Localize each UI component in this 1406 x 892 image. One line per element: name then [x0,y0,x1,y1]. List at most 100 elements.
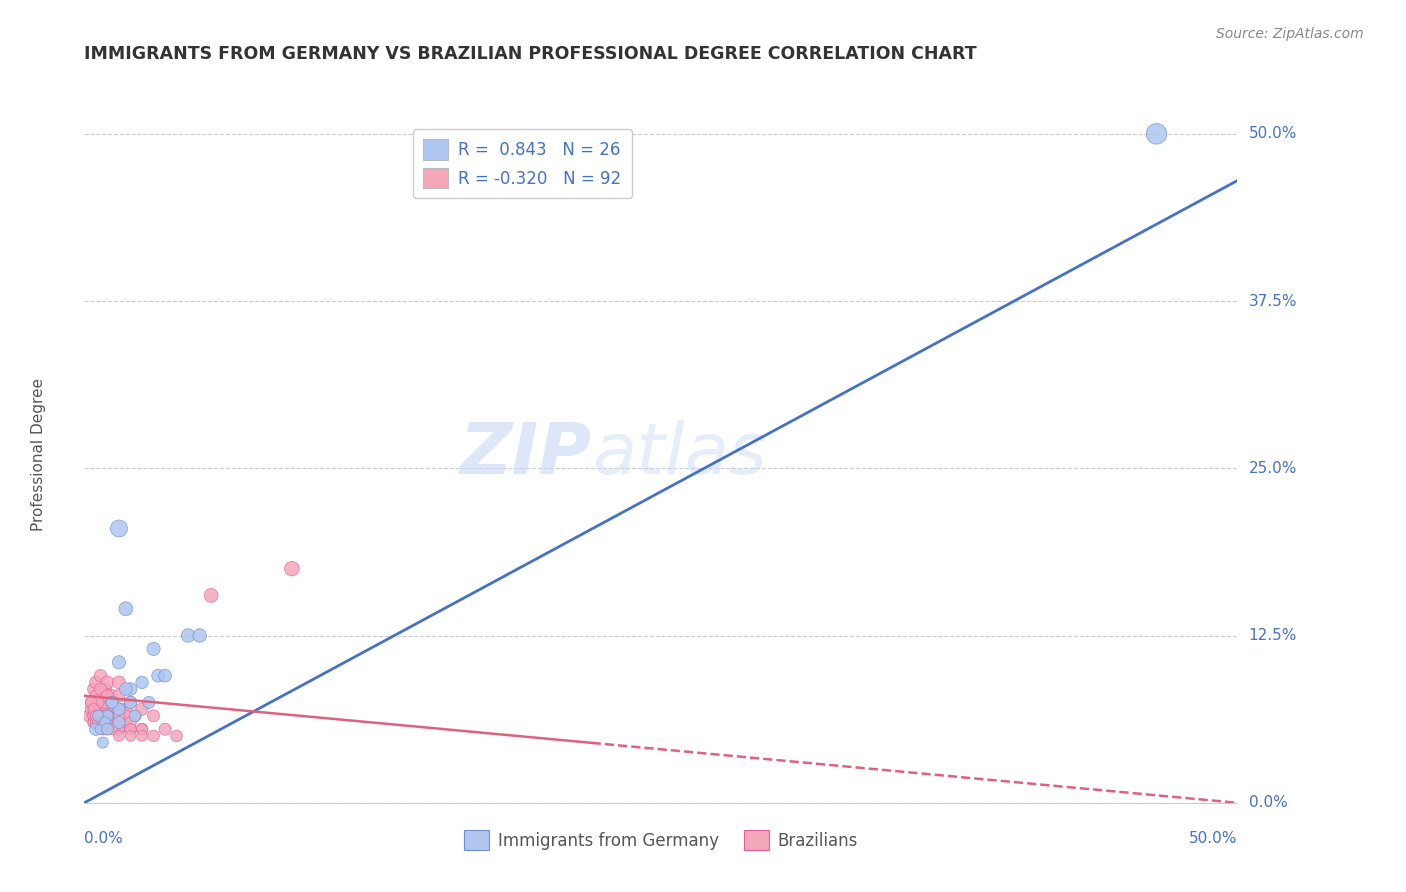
Point [84,675,107,690]
Point [87,708,110,723]
Point [91,715,114,730]
Point [101,696,124,710]
Point [80,696,103,710]
Point [142,642,165,657]
Point [94,708,117,723]
Point [131,729,153,743]
Point [108,708,131,723]
Point [153,723,176,737]
Point [83,702,105,716]
Point [1146,127,1168,141]
Point [96,715,118,730]
Point [101,723,124,737]
Point [91,715,114,730]
Text: 37.5%: 37.5% [1249,293,1298,309]
Point [131,702,153,716]
Point [188,628,211,642]
Point [87,708,110,723]
Point [87,696,110,710]
Point [87,708,110,723]
Point [131,723,153,737]
Point [120,696,142,710]
Point [281,562,304,576]
Point [108,729,131,743]
Text: Professional Degree: Professional Degree [31,378,46,532]
Point [115,601,138,615]
Point [84,715,107,730]
Point [108,723,131,737]
Text: Source: ZipAtlas.com: Source: ZipAtlas.com [1216,27,1364,41]
Point [89,708,111,723]
Point [91,735,114,749]
Text: 50.0%: 50.0% [1249,127,1298,141]
Point [96,708,118,723]
Point [94,681,117,696]
Point [124,708,146,723]
Point [153,669,176,683]
Point [96,715,118,730]
Point [108,689,131,703]
Point [94,715,117,730]
Point [89,696,111,710]
Point [131,723,153,737]
Point [108,655,131,669]
Text: ZIP: ZIP [460,420,592,490]
Point [101,696,124,710]
Point [101,715,124,730]
Point [120,696,142,710]
Point [87,708,110,723]
Point [96,689,118,703]
Point [84,696,107,710]
Text: 25.0%: 25.0% [1249,461,1298,475]
Point [83,708,105,723]
Point [91,708,114,723]
Point [138,696,160,710]
Point [96,723,118,737]
Point [89,723,111,737]
Point [84,702,107,716]
Point [91,723,114,737]
Point [124,708,146,723]
Point [101,689,124,703]
Point [91,702,114,716]
Point [89,681,111,696]
Point [80,696,103,710]
Point [84,708,107,723]
Point [115,715,138,730]
Point [108,702,131,716]
Text: 0.0%: 0.0% [1249,796,1288,810]
Point [101,702,124,716]
Point [84,708,107,723]
Point [77,708,100,723]
Text: 0.0%: 0.0% [84,830,124,846]
Point [96,675,118,690]
Point [101,696,124,710]
Point [89,708,111,723]
Point [142,729,165,743]
Point [96,723,118,737]
Point [108,723,131,737]
Point [166,729,188,743]
Point [91,715,114,730]
Point [94,696,117,710]
Point [96,689,118,703]
Legend: Immigrants from Germany, Brazilians: Immigrants from Germany, Brazilians [457,823,865,857]
Point [83,681,105,696]
Point [108,715,131,730]
Point [108,723,131,737]
Point [84,723,107,737]
Text: atlas: atlas [592,420,766,490]
Point [142,708,165,723]
Point [120,715,142,730]
Point [177,628,200,642]
Point [115,681,138,696]
Point [115,708,138,723]
Point [87,715,110,730]
Point [96,708,118,723]
Point [120,681,142,696]
Point [83,708,105,723]
Point [87,708,110,723]
Point [96,702,118,716]
Point [96,708,118,723]
Point [91,689,114,703]
